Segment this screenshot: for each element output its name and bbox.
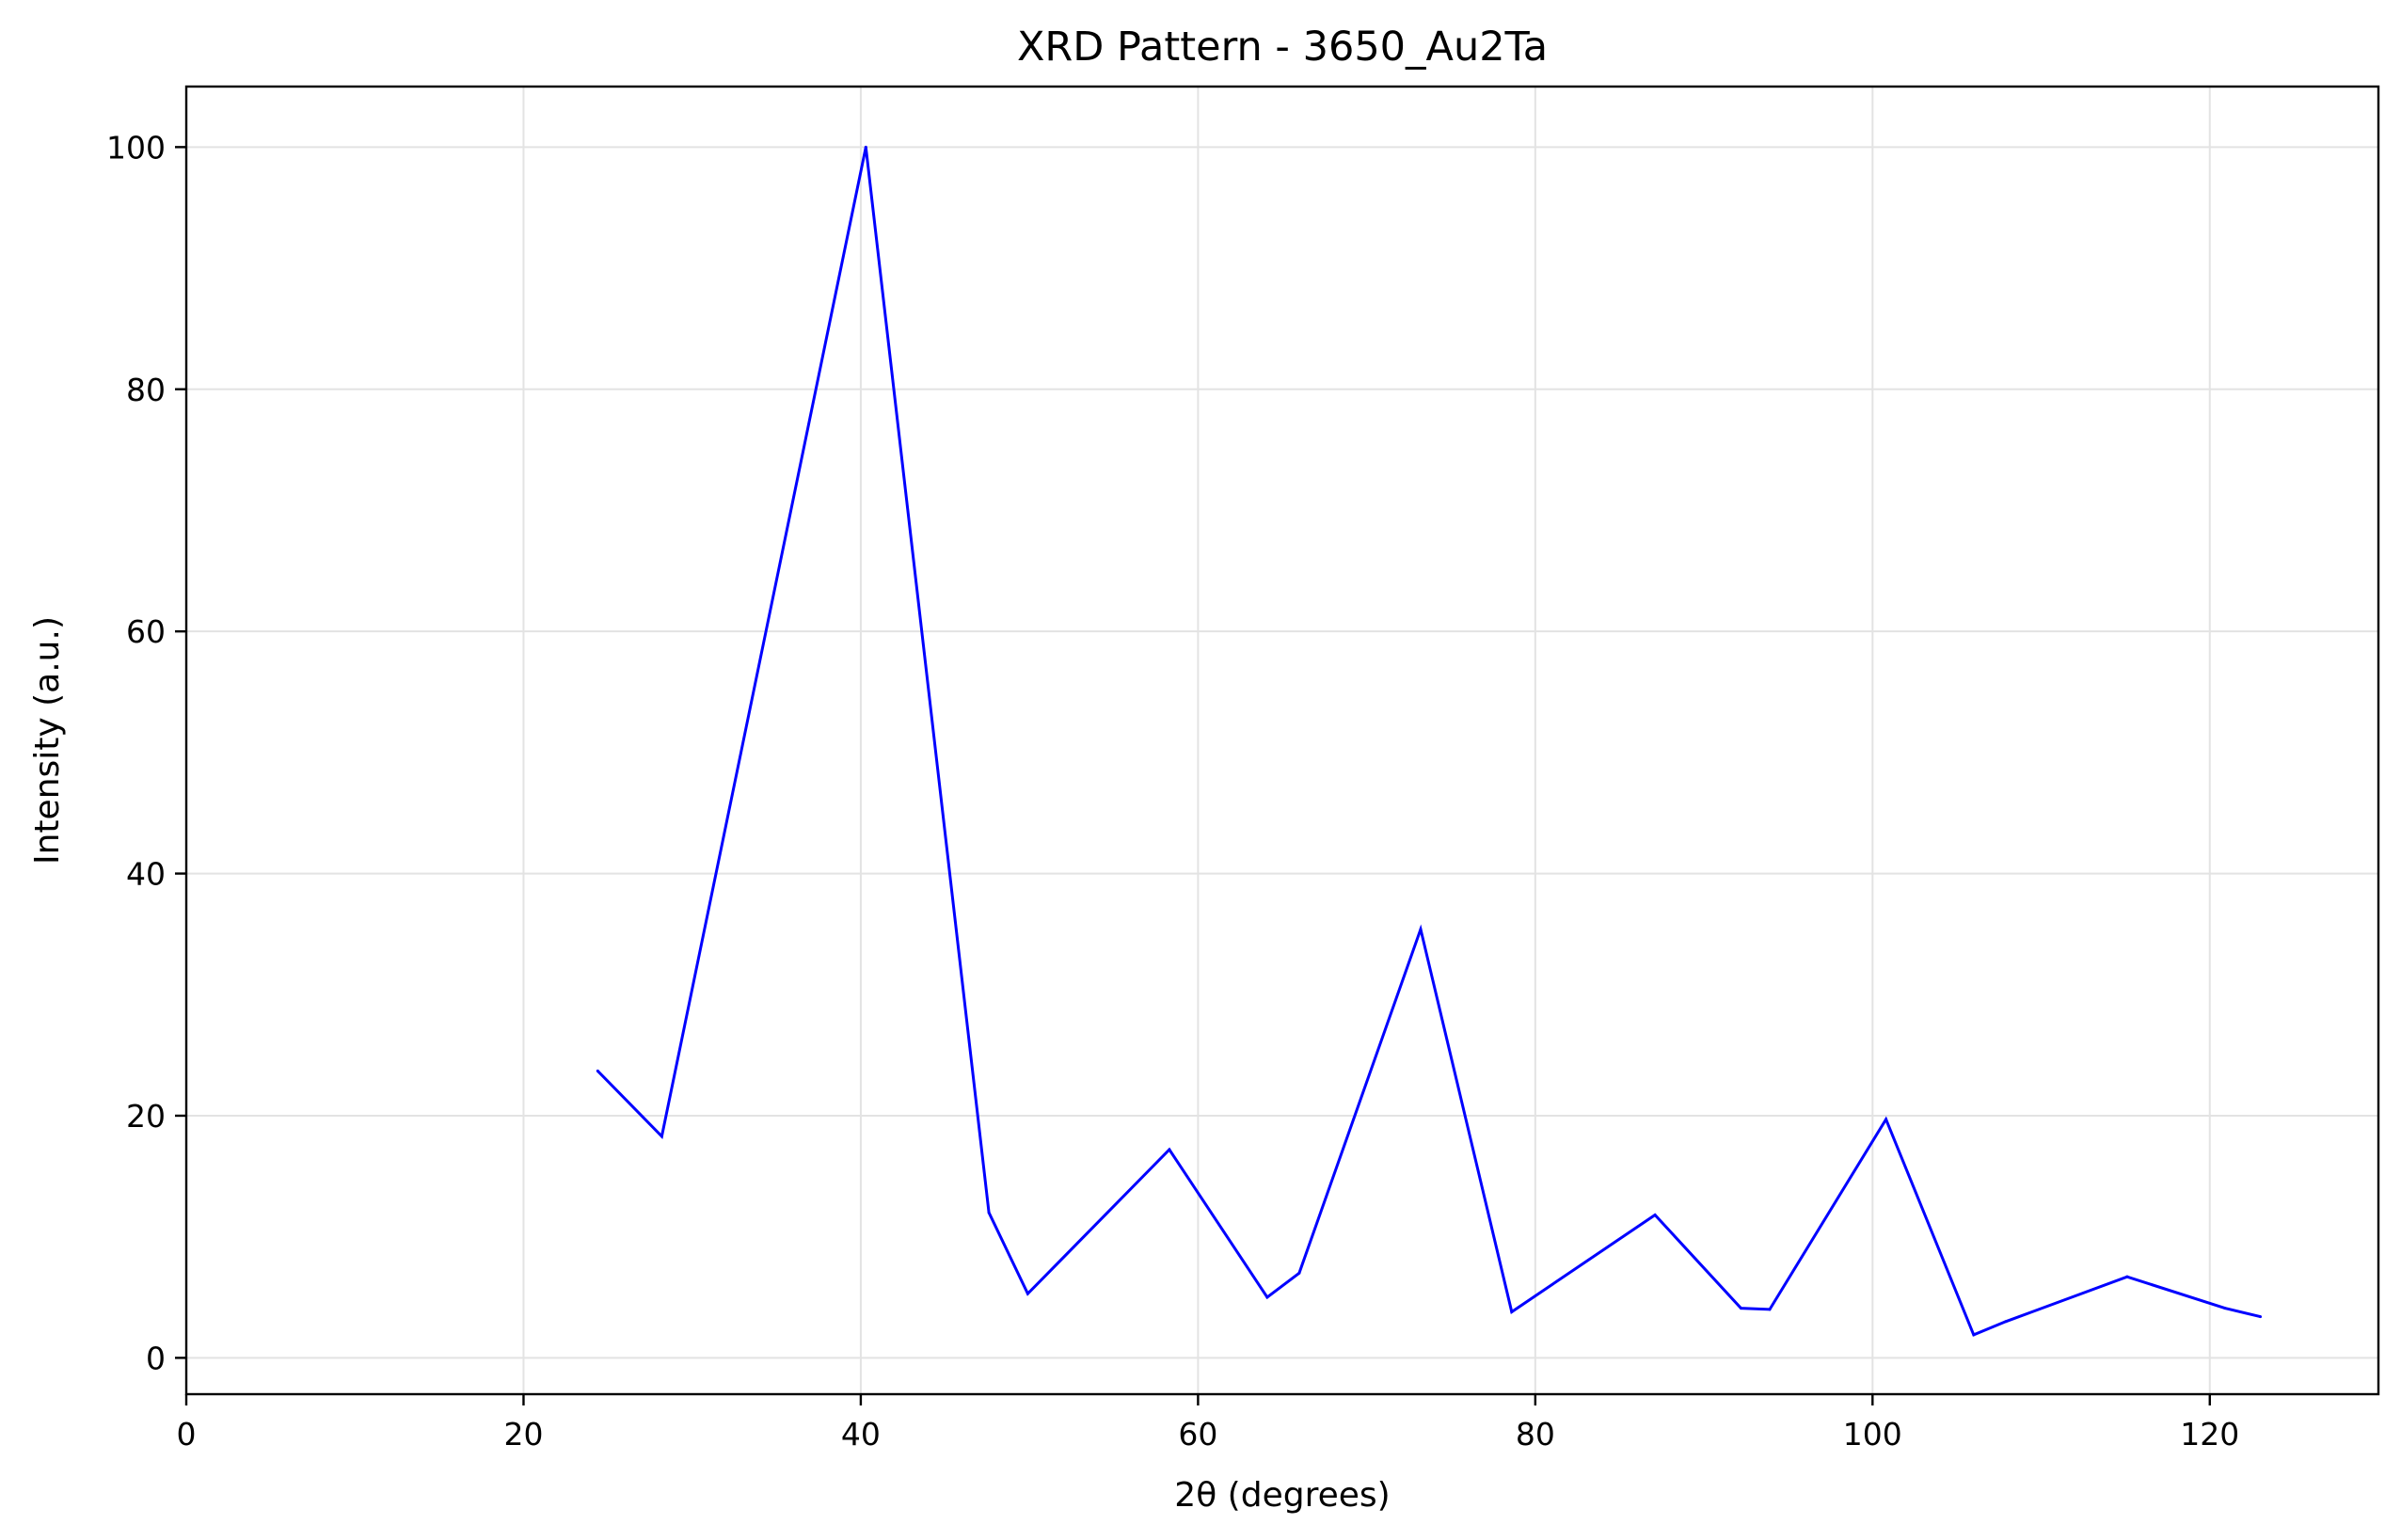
x-tick-label: 100 <box>1843 1416 1902 1453</box>
data-point <box>660 1135 663 1138</box>
grid-lines <box>185 87 2378 1394</box>
y-axis-ticks: 0 20 40 60 80 100 <box>106 129 186 1376</box>
data-point <box>1265 1295 1269 1299</box>
data-point <box>1510 1310 1514 1313</box>
x-tick-label: 120 <box>2180 1416 2239 1453</box>
data-point <box>1026 1292 1029 1295</box>
data-point <box>2223 1307 2227 1310</box>
data-point <box>1740 1307 1743 1310</box>
y-tick-label: 60 <box>126 613 166 650</box>
y-tick-label: 0 <box>146 1340 166 1376</box>
plot-frame <box>184 85 2380 1396</box>
x-axis-ticks: 0 20 40 60 80 100 120 <box>177 1394 2239 1453</box>
data-point <box>2259 1315 2263 1319</box>
x-axis-label: 2θ (degrees) <box>1174 1476 1390 1515</box>
y-tick-label: 40 <box>126 856 166 893</box>
data-point <box>1972 1333 1976 1337</box>
data-point <box>1297 1271 1301 1275</box>
x-tick-label: 60 <box>1178 1416 1217 1453</box>
data-point <box>1884 1118 1888 1121</box>
data-point <box>2004 1320 2008 1324</box>
y-axis-label: Intensity (a.u.) <box>28 616 67 865</box>
data-point <box>1653 1214 1657 1217</box>
y-tick-label: 100 <box>106 129 166 166</box>
data-point <box>1768 1308 1772 1311</box>
y-tick-label: 80 <box>126 372 166 408</box>
x-tick-label: 40 <box>841 1416 881 1453</box>
data-point <box>987 1211 991 1215</box>
x-tick-label: 0 <box>177 1416 197 1453</box>
y-tick-label: 20 <box>126 1098 166 1135</box>
data-point <box>2125 1275 2129 1278</box>
plot-area <box>596 145 2263 1337</box>
x-tick-label: 80 <box>1516 1416 1555 1453</box>
data-point <box>1419 928 1423 931</box>
data-point <box>596 1069 599 1072</box>
chart-title: XRD Pattern - 3650_Au2Ta <box>1017 24 1548 71</box>
data-point <box>864 145 867 149</box>
x-tick-label: 20 <box>503 1416 543 1453</box>
data-point <box>1168 1148 1171 1151</box>
